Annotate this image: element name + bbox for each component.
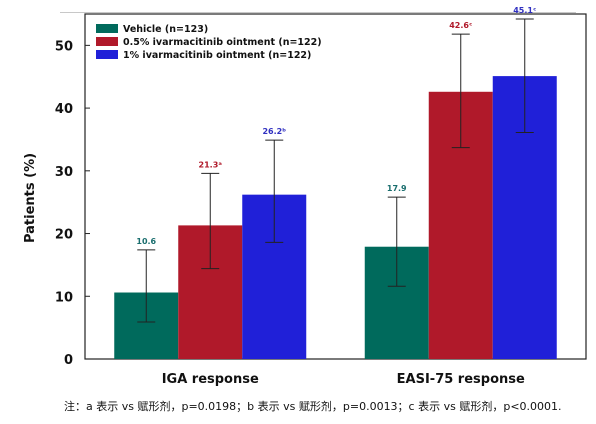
legend: Vehicle (n=123) 0.5% ivarmacitinib ointme…	[96, 24, 322, 61]
legend-entry: 1% ivarmacitinib ointment (n=122)	[123, 50, 311, 61]
y-axis-label: Patients (%)	[23, 153, 38, 243]
y-tick-label: 40	[55, 102, 73, 117]
legend-swatch	[96, 24, 118, 33]
data-label: 42.6ᶜ	[449, 21, 472, 30]
legend-swatch	[96, 37, 118, 46]
legend-entry: 0.5% ivarmacitinib ointment (n=122)	[123, 37, 322, 48]
data-label: 10.6	[136, 237, 156, 246]
axes: 0 10 20 30 40 50 IGA response EASI-75 response	[55, 13, 587, 387]
plot-frame	[84, 13, 587, 360]
top-divider	[60, 12, 576, 13]
bars: 10.6 21.3ᵃ 26.2ᵇ 17.9 42.6ᶜ 45.1ᶜ	[114, 6, 557, 360]
data-label: 17.9	[387, 184, 407, 193]
y-tick-label: 0	[64, 353, 73, 368]
data-label: 26.2ᵇ	[262, 127, 286, 136]
y-tick-label: 10	[55, 290, 73, 305]
data-label: 21.3ᵃ	[199, 160, 223, 169]
x-category-label: IGA response	[162, 372, 259, 387]
data-label: 45.1ᶜ	[513, 6, 536, 15]
footnote: 注：a 表示 vs 赋形剂，p=0.0198；b 表示 vs 赋形剂，p=0.0…	[64, 400, 562, 413]
legend-entry: Vehicle (n=123)	[123, 24, 208, 35]
y-tick-label: 50	[55, 39, 73, 54]
legend-swatch	[96, 50, 118, 59]
y-tick-label: 20	[55, 228, 73, 243]
y-tick-label: 30	[55, 165, 73, 180]
x-category-label: EASI-75 response	[397, 372, 525, 387]
